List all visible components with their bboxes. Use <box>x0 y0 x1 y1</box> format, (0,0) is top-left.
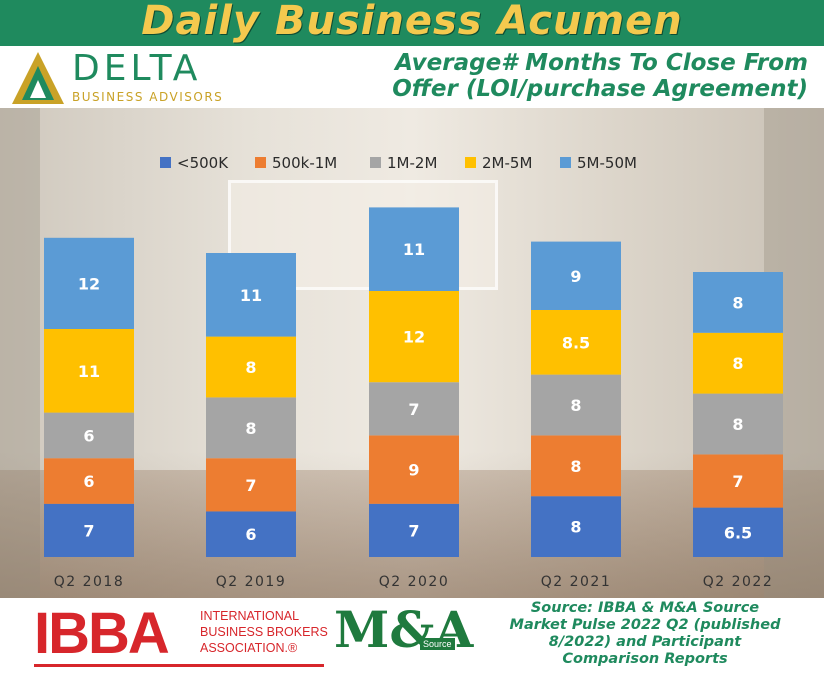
bar-segment-3-4 <box>531 241 621 310</box>
bar-segment-0-3 <box>44 329 134 413</box>
category-label-4: Q2 2022 <box>703 574 774 590</box>
bar-segment-2-2 <box>369 382 459 436</box>
bar-segment-2-0 <box>369 503 459 557</box>
bar-segment-3-0 <box>531 496 621 557</box>
source-line2: Market Pulse 2022 Q2 (published <box>509 617 781 633</box>
bar-segment-0-0 <box>44 503 134 557</box>
bar-segment-3-3 <box>531 310 621 375</box>
footer: IBBA INTERNATIONAL BUSINESS BROKERS ASSO… <box>0 598 824 675</box>
data-label-3-2: 8 <box>570 396 581 415</box>
top-banner: Daily Business Acumen <box>0 0 824 46</box>
bar-segment-1-4 <box>206 253 296 337</box>
category-label-2: Q2 2020 <box>379 574 450 590</box>
legend-swatch-0 <box>160 157 171 168</box>
data-label-1-4: 11 <box>240 286 262 305</box>
bar-segment-4-4 <box>693 272 783 333</box>
chart-title-line1: Average# Months To Close From <box>395 50 808 76</box>
data-label-1-3: 8 <box>245 358 256 377</box>
bar-segment-2-1 <box>369 435 459 504</box>
chart-title: Average# Months To Close From Offer (LOI… <box>288 50 808 102</box>
bar-segment-1-1 <box>206 458 296 512</box>
legend-swatch-3 <box>465 157 476 168</box>
legend-label-0: <500K <box>177 154 229 172</box>
banner-title: Daily Business Acumen <box>141 0 683 44</box>
ma-source-logo: M&A <box>334 600 474 659</box>
legend-label-2: 1M-2M <box>387 154 437 172</box>
ibba-logo: IBBA <box>34 601 170 666</box>
bar-segment-0-4 <box>44 237 134 329</box>
bar-segment-1-2 <box>206 397 296 459</box>
ibba-name-line2: BUSINESS BROKERS <box>200 625 328 639</box>
bar-segment-3-2 <box>531 374 621 436</box>
logo-wordmark: DELTA <box>72 48 202 89</box>
bar-segment-1-0 <box>206 511 296 557</box>
background-door-left <box>0 108 40 598</box>
ibba-name-line1: INTERNATIONAL <box>200 609 300 623</box>
legend-swatch-2 <box>370 157 381 168</box>
bar-segment-1-3 <box>206 336 296 398</box>
ibba-name-line3: ASSOCIATION.® <box>200 641 298 655</box>
data-label-2-2: 7 <box>408 400 419 419</box>
data-label-4-1: 7 <box>732 472 743 491</box>
bar-segment-4-3 <box>693 332 783 394</box>
legend-swatch-1 <box>255 157 266 168</box>
bar-segment-3-1 <box>531 435 621 497</box>
bar-segment-4-0 <box>693 507 783 557</box>
data-label-4-2: 8 <box>732 415 743 434</box>
source-line1: Source: IBBA & M&A Source <box>530 600 760 616</box>
data-label-3-4: 9 <box>570 267 581 286</box>
data-label-3-1: 8 <box>570 457 581 476</box>
data-label-4-4: 8 <box>732 293 743 312</box>
data-label-3-0: 8 <box>570 518 581 537</box>
delta-logo-icon <box>12 52 64 104</box>
bar-segment-0-1 <box>44 458 134 504</box>
bar-segment-0-2 <box>44 412 134 459</box>
bar-segment-4-1 <box>693 454 783 508</box>
data-label-1-2: 8 <box>245 419 256 438</box>
source-line3: 8/2022) and Participant <box>548 634 742 650</box>
data-label-1-1: 7 <box>245 476 256 495</box>
ma-source-sublabel: Source <box>420 638 455 650</box>
chart-title-line2: Offer (LOI/purchase Agreement) <box>392 76 808 102</box>
data-label-0-4: 12 <box>78 274 100 293</box>
data-label-2-1: 9 <box>408 461 419 480</box>
category-label-0: Q2 2018 <box>54 574 125 590</box>
ibba-underline <box>34 664 324 667</box>
source-citation: Source: IBBA & M&A Source Market Pulse 2… <box>480 600 810 668</box>
data-label-0-2: 6 <box>83 426 94 445</box>
bar-segment-4-2 <box>693 393 783 455</box>
header: DELTA BUSINESS ADVISORS Average# Months … <box>0 46 824 108</box>
legend-label-4: 5M-50M <box>577 154 637 172</box>
category-label-3: Q2 2021 <box>541 574 612 590</box>
data-label-2-0: 7 <box>408 521 419 540</box>
bar-segment-2-3 <box>369 291 459 383</box>
logo-subtitle: BUSINESS ADVISORS <box>72 90 224 104</box>
data-label-1-0: 6 <box>245 525 256 544</box>
data-label-0-0: 7 <box>83 521 94 540</box>
data-label-0-3: 11 <box>78 362 100 381</box>
data-label-0-1: 6 <box>83 472 94 491</box>
data-label-4-0: 6.5 <box>724 523 752 542</box>
legend-label-3: 2M-5M <box>482 154 532 172</box>
data-label-2-3: 12 <box>403 328 425 347</box>
bar-segment-2-4 <box>369 207 459 291</box>
ibba-name: INTERNATIONAL BUSINESS BROKERS ASSOCIATI… <box>200 608 330 656</box>
data-label-2-4: 11 <box>403 240 425 259</box>
data-label-4-3: 8 <box>732 354 743 373</box>
source-line4: Comparison Reports <box>562 651 728 667</box>
legend-swatch-4 <box>560 157 571 168</box>
data-label-3-3: 8.5 <box>562 333 590 352</box>
legend-label-1: 500k-1M <box>272 154 337 172</box>
category-label-1: Q2 2019 <box>216 574 287 590</box>
